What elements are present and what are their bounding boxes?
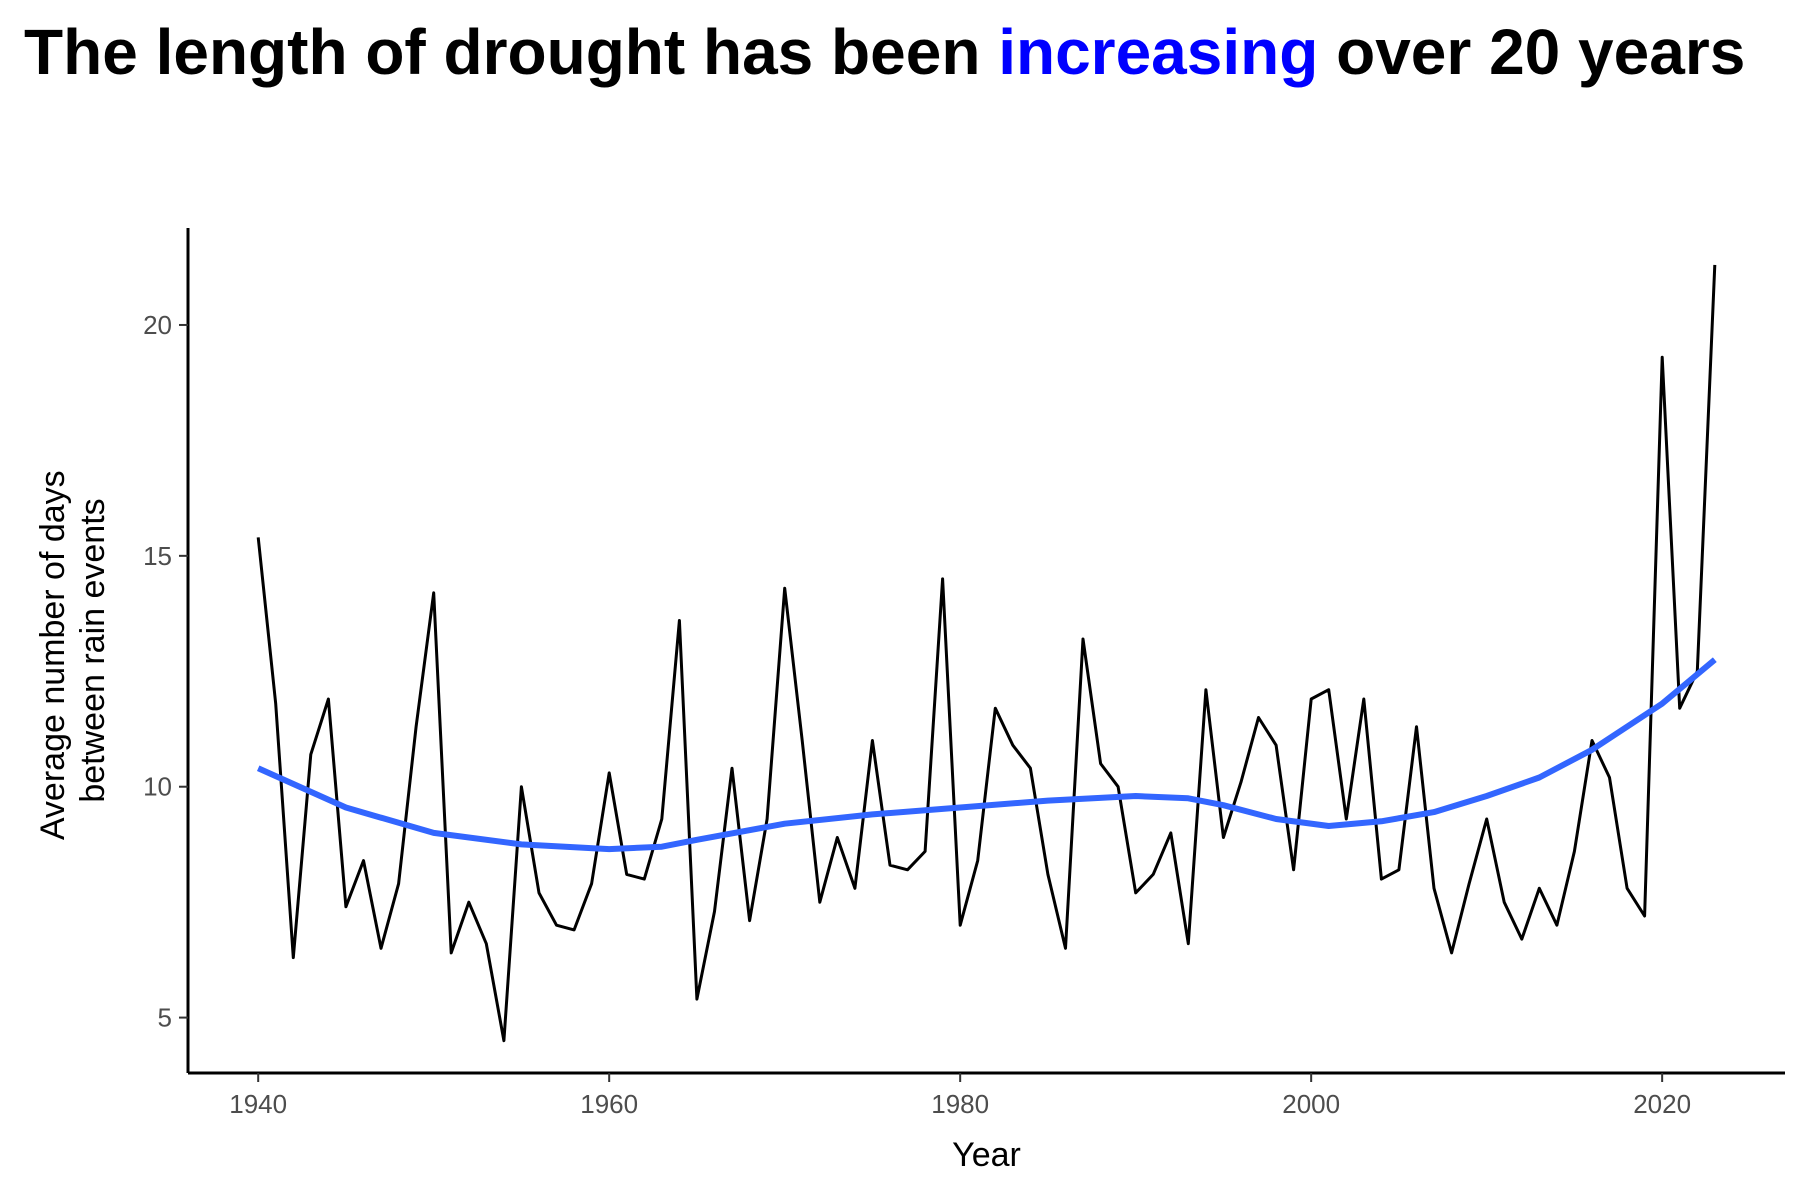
title-suffix: over 20 years: [1318, 16, 1746, 88]
y-axis-title-line-1: Average number of days: [34, 470, 72, 840]
x-tick-label: 2020: [1633, 1089, 1691, 1119]
y-tick-label: 5: [158, 1003, 172, 1033]
x-tick-label: 1980: [931, 1089, 989, 1119]
axis-ticks: 1940 1960 1980 2000 2020 5 10 15 20: [143, 310, 1691, 1119]
y-tick-label: 10: [143, 772, 172, 802]
x-tick-label: 1960: [580, 1089, 638, 1119]
x-tick-label: 1940: [229, 1089, 287, 1119]
y-tick-label: 15: [143, 541, 172, 571]
chart-title: The length of drought has been increasin…: [24, 10, 1764, 94]
y-axis-title-line-2: between rain events: [74, 498, 112, 802]
x-axis-title: Year: [952, 1136, 1021, 1174]
series-layer: [256, 264, 1717, 1043]
series-line-observed: [256, 264, 1717, 1043]
title-prefix: The length of drought has been: [24, 16, 999, 88]
title-highlight: increasing: [998, 16, 1319, 88]
y-axis-title: Average number of days between rain even…: [34, 461, 112, 840]
x-tick-label: 2000: [1282, 1089, 1340, 1119]
series-line-trend: [256, 657, 1717, 853]
y-tick-label: 20: [143, 310, 172, 340]
